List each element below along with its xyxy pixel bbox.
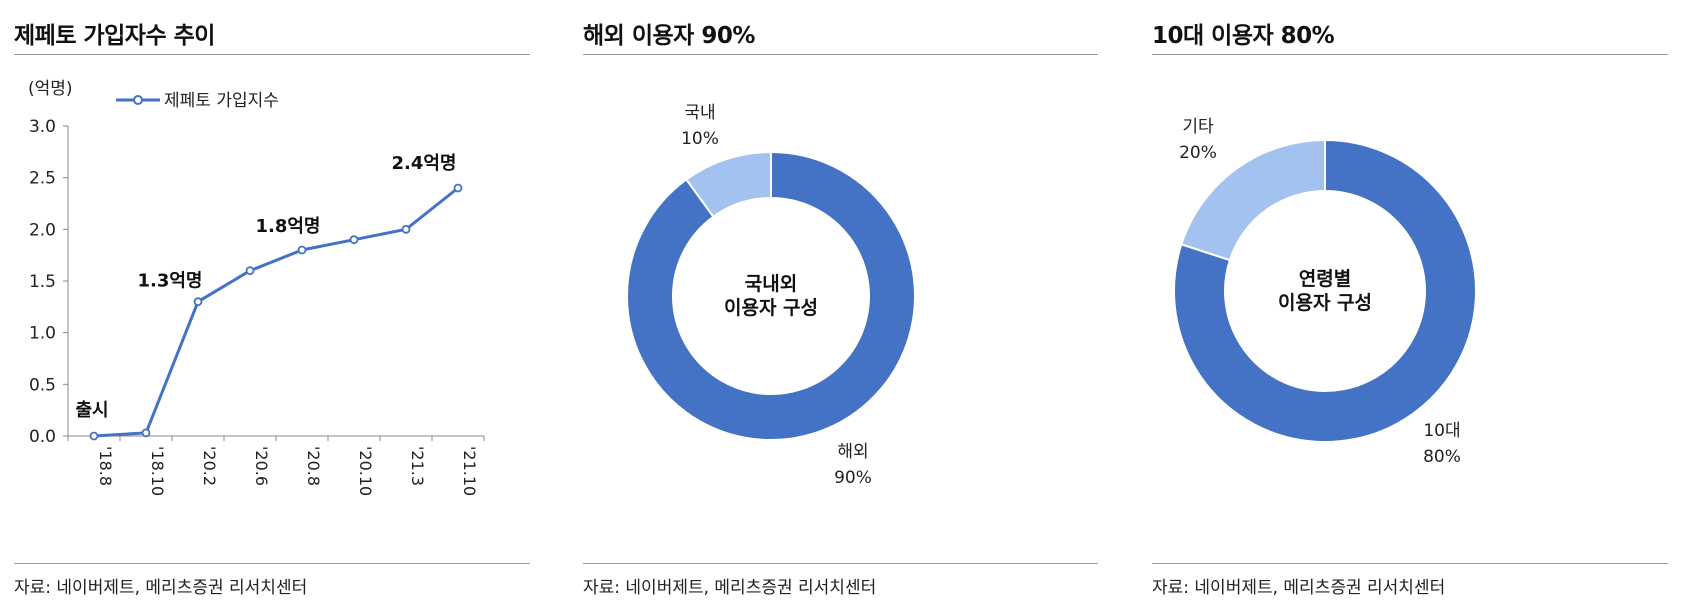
title-divider: [14, 54, 530, 55]
center-label: 이용자 구성: [724, 297, 818, 319]
title-divider: [1152, 54, 1668, 55]
series-line: [93, 186, 459, 438]
x-tick-label: '21.10: [460, 446, 479, 496]
subscriber-trend-panel: 제페토 가입자수 추이 (억명) 제페토 가입지수 0.0 0.5 1.0 1.5 2.0 2…: [14, 0, 530, 611]
slice-value-label: 80%: [1423, 447, 1461, 467]
data-point: [141, 428, 151, 438]
data-point: [245, 266, 255, 276]
annotation-label: 2.4억명: [391, 153, 456, 174]
slice-label: 해외: [837, 442, 868, 462]
panel-title: 해외 이용자 90%: [583, 23, 755, 49]
slice-value-label: 90%: [834, 468, 872, 488]
y-tick-label: 2.5: [29, 169, 56, 189]
y-tick-label: 2.0: [29, 220, 56, 240]
donut-slice: [684, 150, 772, 219]
data-point: [297, 245, 307, 255]
footer-divider: [1152, 563, 1668, 564]
x-tick-label: '20.6: [252, 446, 271, 486]
y-tick-label: 0.5: [29, 375, 56, 395]
slice-value-label: 20%: [1179, 143, 1217, 163]
legend: 제페토 가입지수: [116, 91, 279, 111]
y-tick-label: 1.5: [29, 272, 56, 292]
x-tick-label: '20.10: [356, 446, 375, 496]
center-label: 연령별: [1299, 268, 1351, 290]
x-tick-label: '18.8: [96, 446, 115, 486]
y-tick-label: 0.0: [29, 427, 56, 447]
footer-divider: [14, 563, 530, 564]
data-point: [89, 431, 99, 441]
title-divider: [583, 54, 1098, 55]
legend-label: 제페토 가입지수: [164, 91, 279, 111]
y-axis-unit: (억명): [28, 79, 73, 99]
source-note: 자료: 네이버제트, 메리츠증권 리서치센터: [1152, 578, 1446, 598]
x-tick-label: '21.3: [408, 446, 427, 486]
data-point: [453, 183, 463, 193]
footer-divider: [583, 563, 1098, 564]
y-tick-label: 1.0: [29, 324, 56, 344]
annotation-label: 1.8억명: [255, 216, 320, 237]
panel-title: 10대 이용자 80%: [1152, 23, 1335, 49]
donut-slice: [1180, 138, 1326, 262]
center-label: 국내외: [745, 273, 797, 295]
data-point: [401, 224, 411, 234]
source-note: 자료: 네이버제트, 메리츠증권 리서치센터: [583, 578, 877, 598]
annotation-label: 1.3억명: [137, 271, 202, 292]
slice-value-label: 10%: [681, 129, 719, 149]
donut-slice: [626, 150, 916, 441]
donut-slice: [1173, 138, 1477, 443]
data-point: [193, 297, 203, 307]
teen-users-panel: 10대 이용자 80% 10대 80% 기타 20% 연령별 이용자 구성 자료: 네이버…: [1152, 0, 1668, 611]
x-tick-label: '20.2: [200, 446, 219, 486]
slice-label: 국내: [684, 103, 715, 123]
y-tick-label: 3.0: [29, 117, 56, 137]
slice-label: 기타: [1182, 117, 1214, 137]
x-tick-label: '20.8: [304, 446, 323, 486]
x-tick-label: '18.10: [148, 446, 167, 496]
slice-label: 10대: [1423, 421, 1460, 441]
overseas-users-panel: 해외 이용자 90% 해외 90% 국내 10% 국내외 이용자 구성 자료: 네이버제트…: [583, 0, 1098, 611]
panel-title: 제페토 가입자수 추이: [14, 23, 215, 49]
center-label: 이용자 구성: [1278, 292, 1372, 314]
source-note: 자료: 네이버제트, 메리츠증권 리서치센터: [14, 578, 308, 598]
annotation-label: 출시: [75, 400, 108, 421]
line-chart: (억명) 제페토 가입지수 0.0 0.5 1.0 1.5 2.0 2.5 3.0 '18.8 '1…: [28, 79, 485, 496]
legend-marker: [133, 95, 143, 105]
data-point: [349, 235, 359, 245]
